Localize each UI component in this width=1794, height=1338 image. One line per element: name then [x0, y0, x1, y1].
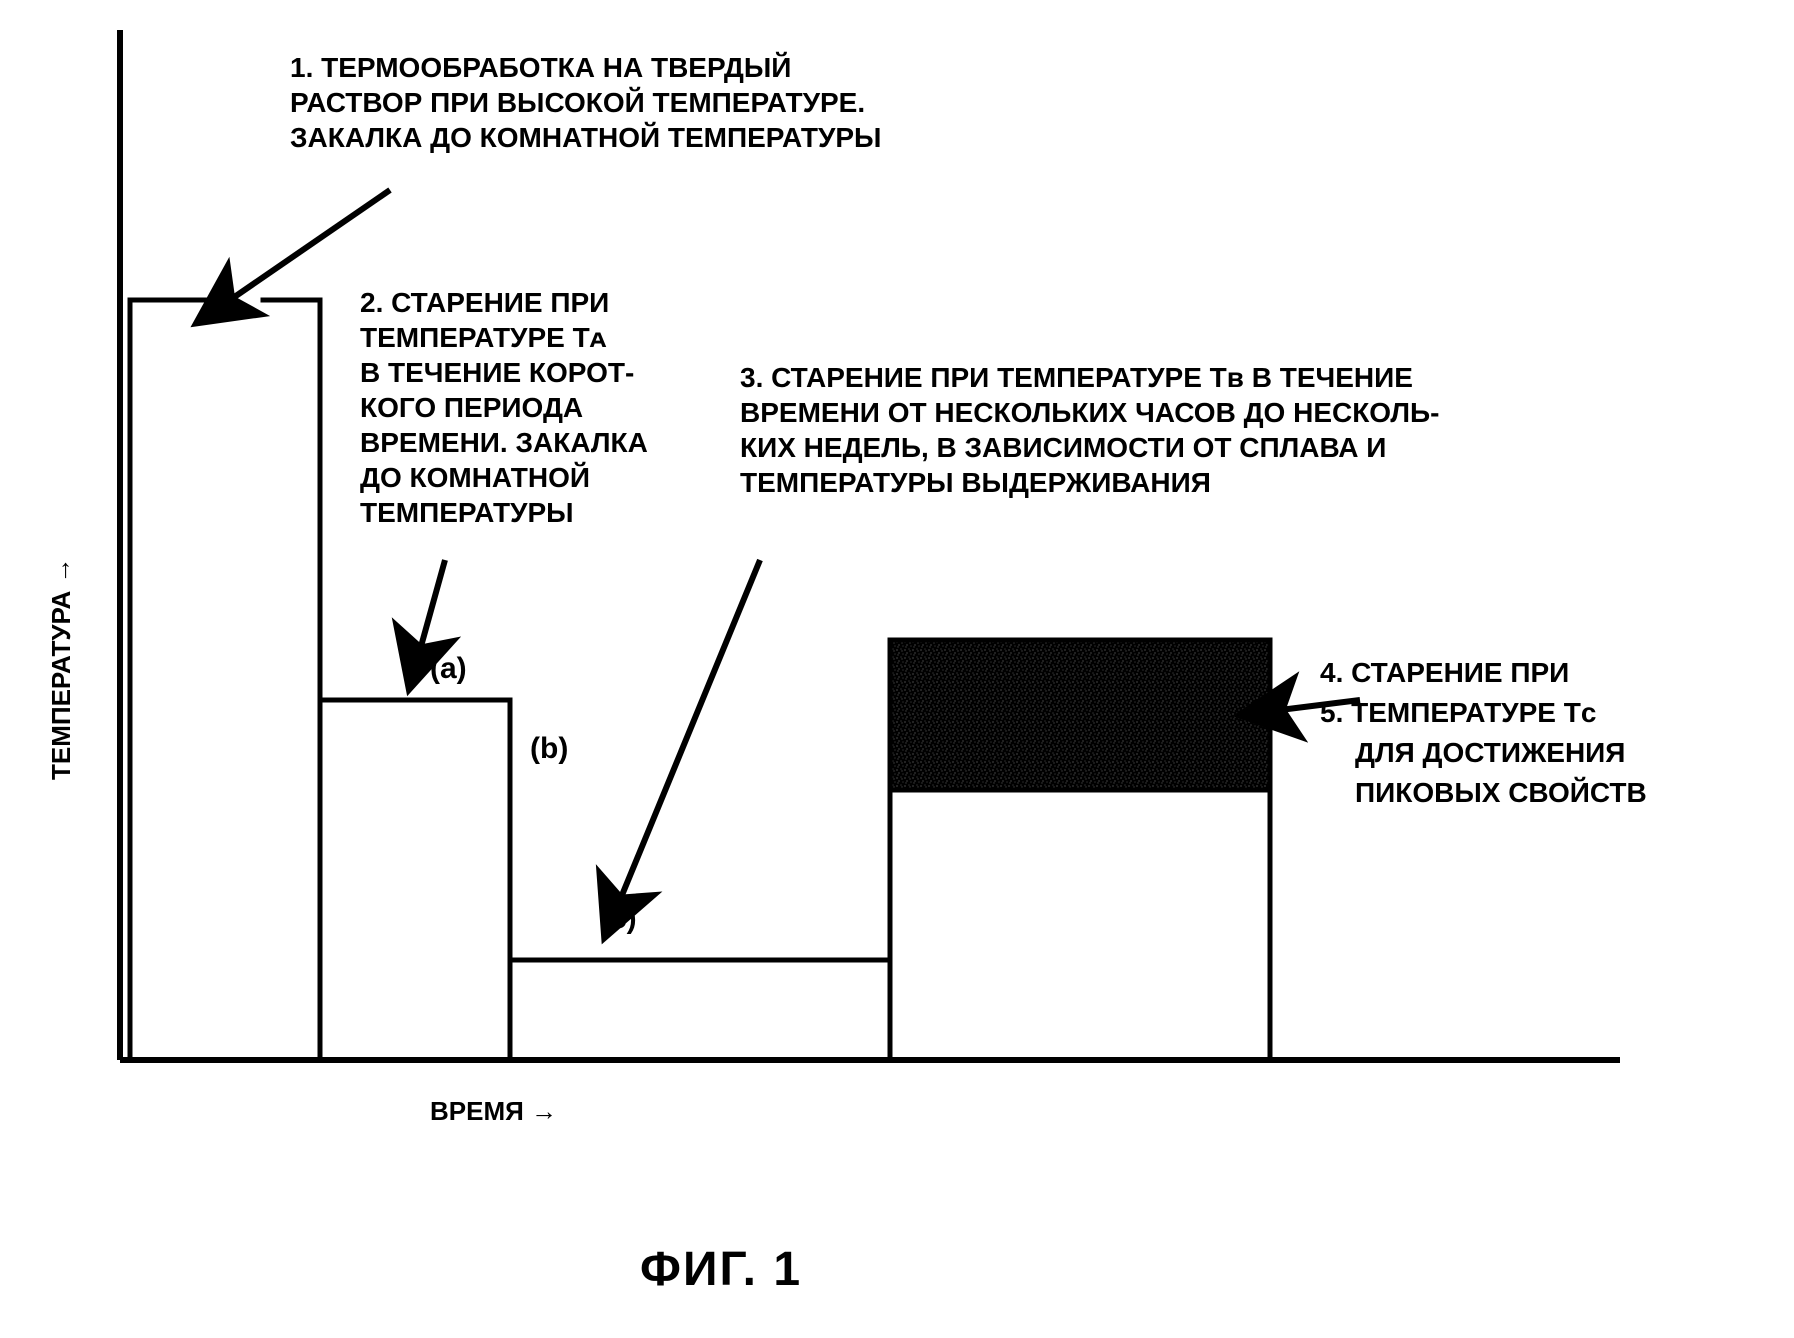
arrow-3 — [620, 560, 760, 900]
step2-bar — [320, 700, 510, 1060]
step1-bar — [130, 300, 320, 1060]
step4-text-l3: ДЛЯ ДОСТИЖЕНИЯ — [1355, 735, 1625, 770]
x-axis-label: ВРЕМЯ → — [430, 1095, 557, 1128]
step3-text: 3. СТАРЕНИЕ ПРИ ТЕМПЕРАТУРЕ Tʙ В ТЕЧЕНИЕ… — [740, 360, 1439, 500]
y-axis-label: ТЕМПЕРАТУРА → — [45, 557, 78, 780]
marker-a: (a) — [430, 650, 467, 688]
step4-text-l1: 4. СТАРЕНИЕ ПРИ — [1320, 655, 1569, 690]
step4-bar-upper — [890, 640, 1270, 790]
step1-text: 1. ТЕРМООБРАБОТКА НА ТВЕРДЫЙ РАСТВОР ПРИ… — [290, 50, 881, 155]
step2-text: 2. СТАРЕНИЕ ПРИ ТЕМПЕРАТУРЕ Tᴀ В ТЕЧЕНИЕ… — [360, 285, 648, 530]
arrow-2 — [420, 560, 445, 650]
marker-b: (b) — [530, 730, 568, 768]
step4-bar-lower — [890, 790, 1270, 1060]
step4-text-l4: ПИКОВЫХ СВОЙСТВ — [1355, 775, 1647, 810]
figure-caption: ФИГ. 1 — [640, 1240, 802, 1300]
step4-text-l2: 5. ТЕМПЕРАТУРЕ Tᴄ — [1320, 695, 1596, 730]
arrow-1 — [230, 190, 390, 300]
marker-c: (c) — [600, 900, 637, 938]
figure-stage: ТЕМПЕРАТУРА → ВРЕМЯ → ФИГ. 1 1. ТЕРМООБР… — [0, 0, 1794, 1338]
step3-bar — [510, 960, 890, 1060]
